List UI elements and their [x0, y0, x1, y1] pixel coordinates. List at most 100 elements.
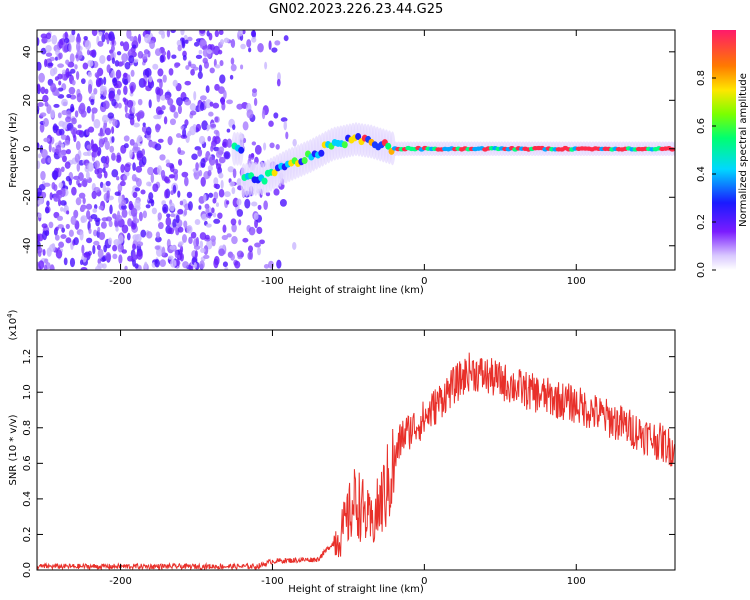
spectrogram-noise-mark	[197, 71, 203, 80]
spectrogram-noise-mark	[218, 188, 225, 198]
spectrogram-noise-mark	[213, 146, 220, 152]
spectrogram-noise-mark	[221, 234, 229, 241]
spectrogram-noise-mark	[268, 40, 272, 51]
spectrogram-noise-mark	[91, 143, 99, 153]
spectrogram-noise-mark	[198, 64, 203, 73]
spectrogram-noise-mark	[121, 53, 128, 63]
spectrogram-noise-mark	[109, 72, 114, 78]
spectrogram-noise-mark	[154, 258, 160, 268]
spectrogram-noise-mark	[161, 105, 166, 111]
spectrogram-noise-mark	[106, 64, 111, 73]
spectrogram-noise-mark	[222, 142, 227, 148]
spectrogram-noise-mark	[276, 78, 281, 87]
spectrogram-noise-mark	[218, 30, 224, 36]
spectrogram-ridge-mark	[261, 177, 268, 185]
spectrogram-noise-mark	[44, 230, 50, 237]
spectrogram-noise-mark	[147, 166, 154, 176]
spectrogram-noise-mark	[128, 200, 133, 211]
spectrogram-noise-mark	[51, 181, 56, 190]
spectrogram-noise-mark	[115, 69, 122, 79]
spectrogram-noise-mark	[182, 261, 189, 269]
spectrogram-noise-mark	[144, 33, 151, 44]
spectrogram-noise-mark	[198, 196, 205, 204]
spectrogram-noise-mark	[73, 134, 77, 143]
spectrogram-noise-mark	[180, 125, 185, 130]
spectrogram-noise-mark	[75, 129, 83, 136]
spectrogram-noise-mark	[65, 116, 72, 123]
spectrogram-noise-mark	[189, 125, 197, 136]
spectrogram-noise-mark	[167, 135, 173, 146]
spectrogram-noise-mark	[81, 244, 85, 255]
spectrogram-noise-mark	[68, 86, 76, 95]
spectrogram-noise-mark	[97, 248, 104, 259]
spectrogram-noise-mark	[95, 219, 100, 227]
spectrogram-noise-mark	[143, 261, 148, 270]
spectrogram-noise-mark	[205, 223, 212, 228]
spectrogram-noise-mark	[224, 266, 229, 270]
spectrogram-noise-mark	[201, 39, 207, 45]
spectrogram-noise-mark	[257, 246, 262, 256]
spectrogram-noise-mark	[134, 187, 141, 192]
spectrogram-noise-mark	[177, 147, 182, 155]
spectrogram-noise-mark	[251, 36, 257, 43]
spectrogram-noise-mark	[95, 265, 102, 270]
spectrogram-noise-mark	[219, 74, 226, 84]
spectrogram-noise-mark	[96, 244, 101, 251]
spectrogram-noise-mark	[98, 205, 104, 210]
spectrogram-noise-mark	[38, 153, 42, 159]
spectrogram-noise-mark	[198, 135, 206, 145]
spectrogram-noise-mark	[257, 204, 262, 210]
spectrogram-noise-mark	[160, 169, 166, 179]
spectrogram-noise-mark	[123, 41, 130, 52]
spectrogram-noise-mark	[91, 190, 97, 200]
spectrogram-noise-mark	[154, 143, 162, 151]
spectrogram-noise-mark	[75, 197, 82, 206]
spectrogram-noise-mark	[248, 47, 252, 53]
spectrogram-noise-mark	[169, 245, 176, 250]
spectrogram-noise-mark	[110, 45, 115, 52]
spectrogram-noise-mark	[142, 122, 146, 127]
spectrogram-noise-mark	[99, 181, 104, 189]
spectrogram-noise-mark	[61, 69, 67, 75]
spectrogram-noise-mark	[70, 127, 78, 136]
spectrogram-noise-mark	[280, 117, 288, 122]
spectrogram-noise-mark	[93, 88, 98, 95]
spectrogram-noise-mark	[55, 226, 59, 231]
spectrogram-noise-mark	[254, 144, 262, 155]
spectrogram-noise-mark	[206, 49, 213, 54]
spectrogram-noise-mark	[116, 88, 121, 96]
spectrogram-noise-mark	[203, 245, 209, 256]
spectrogram-noise-mark	[201, 120, 208, 131]
spectrogram-noise-mark	[140, 229, 147, 238]
spectrogram-noise-mark	[148, 99, 152, 109]
spectrogram-noise-mark	[161, 50, 167, 56]
spectrogram-ridge-mark	[355, 132, 362, 140]
spectrogram-noise-mark	[130, 69, 135, 77]
spectrogram-noise-mark	[174, 249, 179, 259]
spectrogram-noise-mark	[136, 249, 143, 260]
spectrogram-noise-mark	[104, 140, 110, 151]
spectrogram-noise-mark	[213, 177, 219, 186]
colorbar-gradient	[712, 30, 736, 270]
spectrogram-noise-mark	[226, 128, 231, 133]
spectrogram-noise-mark	[37, 142, 40, 151]
spectrogram-x-tick-label: -200	[109, 276, 132, 287]
colorbar-tick-label: 0.8	[696, 70, 707, 86]
spectrogram-noise-mark	[250, 153, 255, 158]
spectrogram-noise-mark	[189, 110, 197, 116]
spectrogram-noise-mark	[184, 176, 189, 187]
snr-x-tick-label: -100	[261, 576, 284, 587]
spectrogram-noise-mark	[226, 233, 232, 238]
spectrogram-noise-mark	[247, 245, 254, 253]
spectrogram-noise-mark	[97, 40, 104, 47]
spectrogram-noise-mark	[48, 143, 52, 153]
colorbar-tick-label: 0.2	[696, 214, 707, 230]
spectrogram-noise-mark	[263, 264, 270, 269]
spectrogram-noise-mark	[45, 32, 52, 40]
spectrogram-noise-mark	[232, 124, 236, 130]
spectrogram-noise-mark	[42, 94, 49, 103]
spectrogram-noise-mark	[265, 191, 271, 197]
spectrogram-noise-mark	[274, 40, 281, 46]
spectrogram-y-tick-label: 40	[22, 45, 33, 58]
spectrogram-noise-mark	[77, 183, 82, 188]
